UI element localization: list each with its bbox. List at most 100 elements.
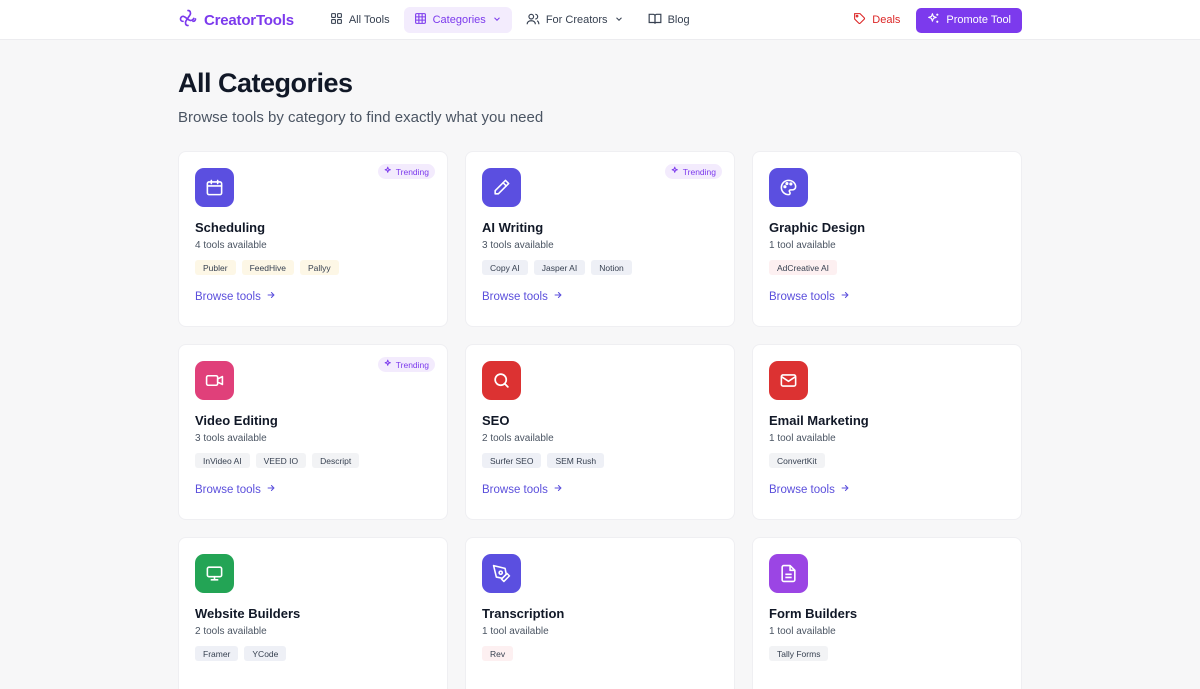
grid-icon [330, 12, 343, 28]
sparkle-icon [384, 166, 393, 177]
tool-count: 4 tools available [195, 240, 267, 251]
arrow-right-icon [266, 290, 276, 303]
tool-tag[interactable]: InVideo AI [195, 453, 250, 468]
browse-tools-label: Browse tools [769, 483, 835, 496]
trending-label: Trending [395, 359, 429, 370]
category-name: Website Builders [195, 606, 301, 621]
arrow-right-icon [266, 483, 276, 496]
promote-tool-label: Promote Tool [946, 14, 1011, 26]
category-grid: Trending Scheduling 4 tools available Puble… [178, 151, 1022, 689]
category-name: Form Builders [769, 606, 858, 621]
category-card[interactable]: Website Builders 2 tools available Framer Y… [178, 537, 448, 689]
browse-tools-label: Browse tools [195, 290, 261, 303]
browse-tools-link[interactable]: Browse tools [195, 290, 431, 303]
trending-label: Trending [682, 166, 716, 177]
category-card[interactable]: SEO 2 tools available Surfer SEO SEM Rush Br… [465, 344, 735, 520]
nav-for-creators[interactable]: For Creators [516, 7, 634, 33]
logo-icon [178, 8, 198, 33]
tool-tag[interactable]: Notion [591, 260, 632, 275]
tool-count: 3 tools available [195, 433, 267, 444]
arrow-right-icon [840, 290, 850, 303]
category-name: Scheduling [195, 220, 266, 235]
tool-count: 2 tools available [195, 626, 267, 637]
sparkles-icon [927, 12, 940, 28]
tool-tag[interactable]: Descript [312, 453, 360, 468]
tool-tags: Tally Forms [769, 646, 1005, 661]
monitor-icon [195, 554, 234, 593]
top-nav-bar: CreatorTools All Tools Categories [0, 0, 1200, 40]
category-card[interactable]: Graphic Design 1 tool available AdCreative… [752, 151, 1022, 327]
tool-tag[interactable]: Publer [195, 260, 236, 275]
video-icon [195, 361, 234, 400]
browse-tools-label: Browse tools [769, 290, 835, 303]
tool-tag[interactable]: FeedHive [241, 260, 294, 275]
users-icon [526, 12, 540, 29]
browse-tools-link[interactable]: Browse tools [769, 290, 1005, 303]
category-card[interactable]: Trending Video Editing 3 tools available In… [178, 344, 448, 520]
category-card[interactable]: Email Marketing 1 tool available ConvertKi… [752, 344, 1022, 520]
nav-blog[interactable]: Blog [638, 7, 700, 33]
deals-label: Deals [872, 14, 901, 26]
tool-count: 1 tool available [482, 626, 549, 637]
nav-all-tools[interactable]: All Tools [320, 7, 400, 33]
table-icon [414, 12, 427, 28]
arrow-right-icon [840, 483, 850, 496]
tool-tag[interactable]: Tally Forms [769, 646, 829, 661]
deals-link[interactable]: Deals [853, 12, 900, 28]
tool-tag[interactable]: Copy AI [482, 260, 528, 275]
trending-label: Trending [395, 166, 429, 177]
logo-text: CreatorTools [204, 11, 294, 29]
tool-tag[interactable]: Framer [195, 646, 239, 661]
category-card[interactable]: Form Builders 1 tool available Tally Forms [752, 537, 1022, 689]
trending-badge: Trending [664, 164, 722, 179]
promote-tool-button[interactable]: Promote Tool [916, 7, 1022, 33]
nav-categories[interactable]: Categories [403, 7, 512, 33]
browse-tools-label: Browse tools [195, 483, 261, 496]
tool-tag[interactable]: AdCreative AI [769, 260, 837, 275]
tool-tag[interactable]: Jasper AI [533, 260, 586, 275]
tool-tags: ConvertKit [769, 453, 1005, 468]
tool-tag[interactable]: ConvertKit [769, 453, 825, 468]
tool-tags: Rev [482, 646, 718, 661]
tool-tags: InVideo AI VEED IO Descript [195, 453, 431, 468]
logo[interactable]: CreatorTools [178, 8, 294, 33]
tool-tags: Copy AI Jasper AI Notion [482, 260, 718, 275]
page-subtitle: Browse tools by category to find exactly… [178, 109, 544, 126]
browse-tools-link[interactable]: Browse tools [769, 483, 1005, 496]
page-title: All Categories [178, 68, 353, 98]
main-nav: All Tools Categories For Creators [320, 7, 700, 33]
tool-tags: AdCreative AI [769, 260, 1005, 275]
tool-tags: Publer FeedHive Pallyy [195, 260, 431, 275]
tool-tag[interactable]: Rev [482, 646, 514, 661]
tool-tags: Framer YCode [195, 646, 431, 661]
tool-tags: Surfer SEO SEM Rush [482, 453, 718, 468]
arrow-right-icon [553, 290, 563, 303]
nav-for-creators-label: For Creators [545, 14, 608, 26]
trending-badge: Trending [377, 164, 435, 179]
form-icon [769, 554, 808, 593]
category-card[interactable]: Trending AI Writing 3 tools available Copy … [465, 151, 735, 327]
tool-count: 3 tools available [482, 240, 554, 251]
tool-tag[interactable]: Surfer SEO [482, 453, 542, 468]
category-card[interactable]: Trending Scheduling 4 tools available Puble… [178, 151, 448, 327]
browse-tools-link[interactable]: Browse tools [482, 290, 718, 303]
category-name: Graphic Design [769, 220, 866, 235]
category-card[interactable]: Transcription 1 tool available Rev [465, 537, 735, 689]
chevron-down-icon [492, 14, 502, 27]
tool-tag[interactable]: SEM Rush [547, 453, 605, 468]
search-icon [482, 361, 521, 400]
pencil-icon [482, 168, 521, 207]
palette-icon [769, 168, 808, 207]
calendar-icon [195, 168, 234, 207]
tool-tag[interactable]: VEED IO [255, 453, 307, 468]
category-name: Video Editing [195, 413, 278, 428]
browse-tools-label: Browse tools [482, 290, 548, 303]
tool-tag[interactable]: YCode [244, 646, 287, 661]
browse-tools-link[interactable]: Browse tools [195, 483, 431, 496]
tool-count: 1 tool available [769, 240, 836, 251]
nav-blog-label: Blog [667, 14, 690, 26]
tool-count: 1 tool available [769, 433, 836, 444]
browse-tools-link[interactable]: Browse tools [482, 483, 718, 496]
main-content: All Categories Browse tools by category … [178, 67, 1022, 689]
tool-tag[interactable]: Pallyy [299, 260, 339, 275]
